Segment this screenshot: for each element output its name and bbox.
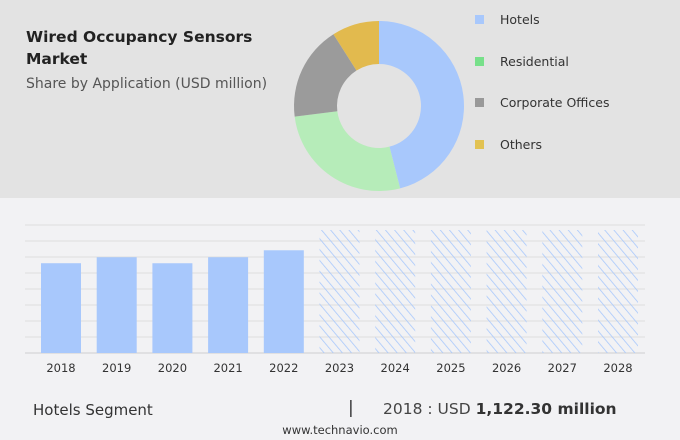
forecast-bar-2023 [319, 230, 360, 353]
page-title: Wired Occupancy Sensors Market [26, 28, 253, 68]
x-tick-label: 2026 [492, 361, 521, 375]
separator: | [348, 398, 354, 418]
site-url[interactable]: www.technavio.com [282, 423, 398, 437]
legend-label: Corporate Offices [500, 95, 610, 110]
legend-swatch [475, 56, 484, 66]
forecast-bar-2026 [486, 230, 527, 353]
summary-panel: Wired Occupancy Sensors Market Share by … [0, 0, 680, 198]
x-tick-label: 2022 [269, 361, 298, 375]
bar-2022 [263, 250, 304, 353]
forecast-bar-2028 [598, 230, 638, 353]
legend-label: Hotels [500, 12, 540, 27]
x-tick-label: 2025 [436, 361, 465, 375]
legend-item: Residential [475, 54, 569, 69]
forecast-bar-2027 [542, 230, 583, 353]
legend-label: Others [500, 136, 543, 152]
x-tick-label: 2024 [381, 361, 410, 375]
legend-item: Hotels [475, 12, 540, 27]
legend-swatch [475, 15, 484, 24]
donut-slice-corporate-offices [294, 34, 357, 117]
page-subtitle: Share by Application (USD million) [26, 76, 268, 92]
year-label: 2018 : USD [383, 400, 471, 418]
forecast-bar-2024 [375, 230, 416, 353]
x-tick-label: 2027 [548, 361, 577, 375]
legend-label: Residential [500, 53, 569, 69]
x-tick-label: 2019 [102, 361, 131, 375]
donut-slice-others [333, 21, 379, 71]
donut-chart [294, 21, 465, 191]
x-tick-label: 2018 [46, 361, 75, 375]
legend-swatch [475, 98, 484, 107]
bar-chart: 2018 2019 2020 2021 2022 2023 2024 2025 2026 2027… [25, 224, 645, 375]
bar-2020 [152, 263, 193, 353]
legend-swatch [475, 139, 484, 149]
x-tick-label: 2028 [603, 361, 632, 375]
value-amount: 1,122.30 million [475, 400, 617, 418]
donut-slice-hotels [379, 21, 465, 189]
x-tick-label: 2020 [158, 361, 187, 375]
bar-2021 [208, 257, 249, 353]
x-tick-label: 2023 [325, 361, 354, 375]
donut-slice-residential [294, 111, 401, 191]
legend-item: Corporate Offices [475, 95, 609, 110]
bar-2018 [41, 263, 81, 353]
x-tick-label: 2021 [213, 361, 242, 375]
segment-label: Hotels Segment [33, 401, 153, 419]
segment-value: 2018 : USD 1,122.30 million [383, 400, 617, 418]
forecast-bar-2025 [430, 230, 471, 353]
bar-2019 [96, 257, 137, 353]
legend-item: Others [475, 137, 542, 152]
